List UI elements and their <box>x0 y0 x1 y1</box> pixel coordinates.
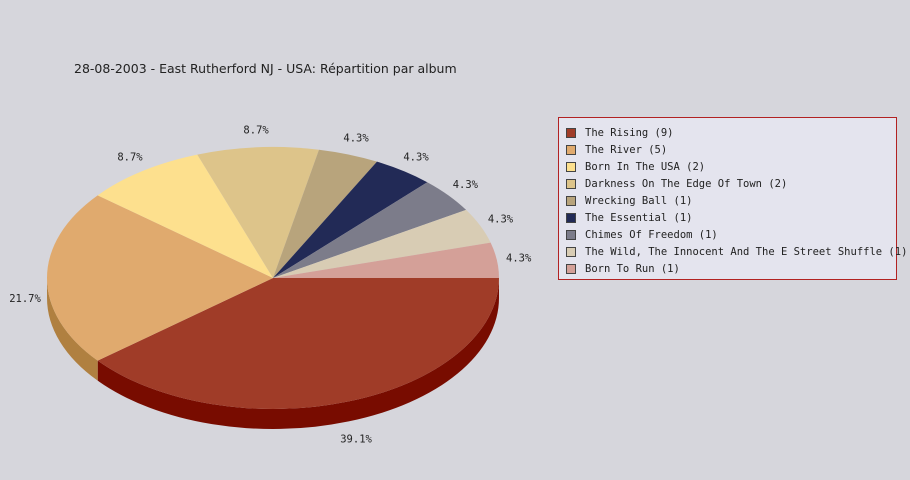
legend-label: Darkness On The Edge Of Town (2) <box>585 177 788 190</box>
pie-label-chimes-of-freedom: 4.3% <box>453 179 479 191</box>
pie-label-born-in-the-usa: 8.7% <box>117 151 143 163</box>
legend-item-the-rising: The Rising (9) <box>559 124 896 141</box>
pie-slice-darkness-on-the-edge-of-town <box>197 147 319 278</box>
pie-slice-the-essential <box>273 161 428 278</box>
pie-label-wrecking-ball: 4.3% <box>343 133 369 145</box>
legend-label: Born To Run (1) <box>585 262 680 275</box>
legend-label: The Wild, The Innocent And The E Street … <box>585 245 908 258</box>
pie-slice-born-in-the-usa <box>97 154 274 278</box>
pie-label-the-rising: 39.1% <box>340 433 372 445</box>
legend-swatch <box>566 178 576 189</box>
legend-label: Wrecking Ball (1) <box>585 194 693 207</box>
pie-slice-the-wild-the-innocent-and-the-e-street-shuffle <box>273 209 491 278</box>
pie-slices <box>47 147 500 409</box>
legend-swatch <box>566 195 576 206</box>
legend-item-darkness-on-the-edge-of-town: Darkness On The Edge Of Town (2) <box>559 175 896 192</box>
legend-item-born-to-run: Born To Run (1) <box>559 260 896 277</box>
pie-percent-labels: 39.1% 21.7% 8.7% 8.7% 4.3% 4.3% 4.3% 4.3% 4.3% <box>9 124 532 445</box>
pie-slice-the-rising <box>97 278 500 409</box>
legend-swatch <box>566 263 576 274</box>
legend: The Rising (9) The River (5) Born In The U… <box>558 117 907 280</box>
legend-label: Born In The USA (2) <box>585 160 706 173</box>
legend-label: The Rising (9) <box>585 126 674 139</box>
legend-item-born-in-the-usa: Born In The USA (2) <box>559 158 896 175</box>
pie-label-the-essential: 4.3% <box>403 151 429 163</box>
pie-side-the-river <box>47 278 98 381</box>
pie-slice-chimes-of-freedom <box>273 182 467 278</box>
pie-label-darkness-on-the-edge-of-town: 8.7% <box>243 124 269 136</box>
legend-swatch <box>566 161 576 172</box>
legend-label: Chimes Of Freedom (1) <box>585 228 718 241</box>
pie-label-the-river: 21.7% <box>9 293 41 305</box>
legend-item-the-wild-the-innocent-and-the-e-street-shuffle: The Wild, The Innocent And The E Street … <box>559 243 907 260</box>
legend-swatch <box>566 127 576 138</box>
legend-label: The Essential (1) <box>585 211 693 224</box>
pie-label-the-wild-the-innocent-and-the-e-street-shuffle: 4.3% <box>488 214 514 226</box>
pie-label-born-to-run: 4.3% <box>506 253 532 265</box>
pie-slice-the-river <box>47 195 274 361</box>
legend-item-wrecking-ball: Wrecking Ball (1) <box>559 192 896 209</box>
legend-swatch <box>566 229 576 240</box>
legend-item-the-essential: The Essential (1) <box>559 209 896 226</box>
pie-slice-born-to-run <box>273 242 499 278</box>
legend-item-chimes-of-freedom: Chimes Of Freedom (1) <box>559 226 896 243</box>
legend-swatch <box>566 144 576 155</box>
pie-sides <box>47 278 500 429</box>
chart-title: 28-08-2003 - East Rutherford NJ - USA: R… <box>74 61 457 76</box>
legend-item-the-river: The River (5) <box>559 141 896 158</box>
legend-swatch <box>566 212 576 223</box>
legend-label: The River (5) <box>585 143 668 156</box>
pie-slice-wrecking-ball <box>273 149 377 278</box>
pie-side-the-rising <box>97 278 500 429</box>
legend-swatch <box>566 246 576 257</box>
